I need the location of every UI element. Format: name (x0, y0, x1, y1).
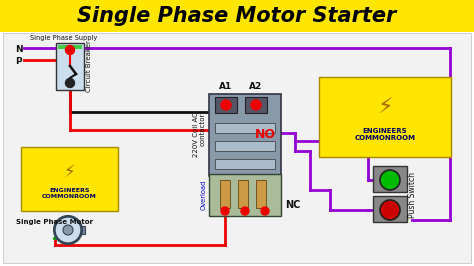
Circle shape (65, 45, 74, 55)
Text: Circuit Breaker: Circuit Breaker (86, 40, 92, 93)
Bar (215, 97, 237, 113)
Circle shape (65, 78, 74, 88)
Text: Single Phase Supply: Single Phase Supply (30, 35, 97, 41)
Circle shape (241, 207, 249, 215)
Circle shape (63, 225, 73, 235)
Bar (3, 33, 471, 263)
Text: N: N (15, 45, 23, 55)
Circle shape (261, 207, 269, 215)
Bar (65, 226, 85, 234)
Text: ⚡: ⚡ (64, 163, 75, 181)
Text: P: P (15, 57, 22, 66)
Bar (256, 180, 266, 208)
FancyBboxPatch shape (373, 196, 407, 222)
Text: NO: NO (255, 128, 276, 142)
Text: 220V Coil AC
contactor: 220V Coil AC contactor (193, 113, 206, 157)
Circle shape (221, 100, 231, 110)
Circle shape (380, 170, 400, 190)
Text: NC: NC (285, 200, 301, 210)
Text: Push Switch: Push Switch (408, 172, 417, 218)
Bar (215, 159, 275, 169)
Circle shape (251, 100, 261, 110)
Text: ENGINEERS
COMMONROOM: ENGINEERS COMMONROOM (355, 128, 416, 142)
Text: Single Phase Motor Starter: Single Phase Motor Starter (77, 6, 397, 26)
Bar (215, 141, 275, 151)
Bar (220, 180, 230, 208)
Bar (238, 180, 248, 208)
Bar (0, 0, 474, 32)
Circle shape (55, 217, 81, 243)
Text: A2: A2 (249, 82, 263, 91)
FancyBboxPatch shape (209, 174, 281, 216)
FancyBboxPatch shape (373, 166, 407, 192)
Text: A1: A1 (219, 82, 233, 91)
FancyBboxPatch shape (319, 77, 451, 157)
FancyBboxPatch shape (209, 94, 281, 176)
Bar (215, 123, 275, 133)
Bar (245, 97, 267, 113)
Text: ENGINEERS
COMMONROOM: ENGINEERS COMMONROOM (42, 188, 97, 199)
FancyBboxPatch shape (21, 147, 118, 211)
Circle shape (221, 207, 229, 215)
Circle shape (54, 216, 82, 244)
Circle shape (380, 200, 400, 220)
Text: Single Phase Motor: Single Phase Motor (17, 219, 93, 225)
Text: Overload: Overload (201, 180, 207, 210)
Bar (58, 45, 82, 49)
FancyBboxPatch shape (56, 43, 84, 90)
Text: ⚡: ⚡ (377, 98, 393, 118)
